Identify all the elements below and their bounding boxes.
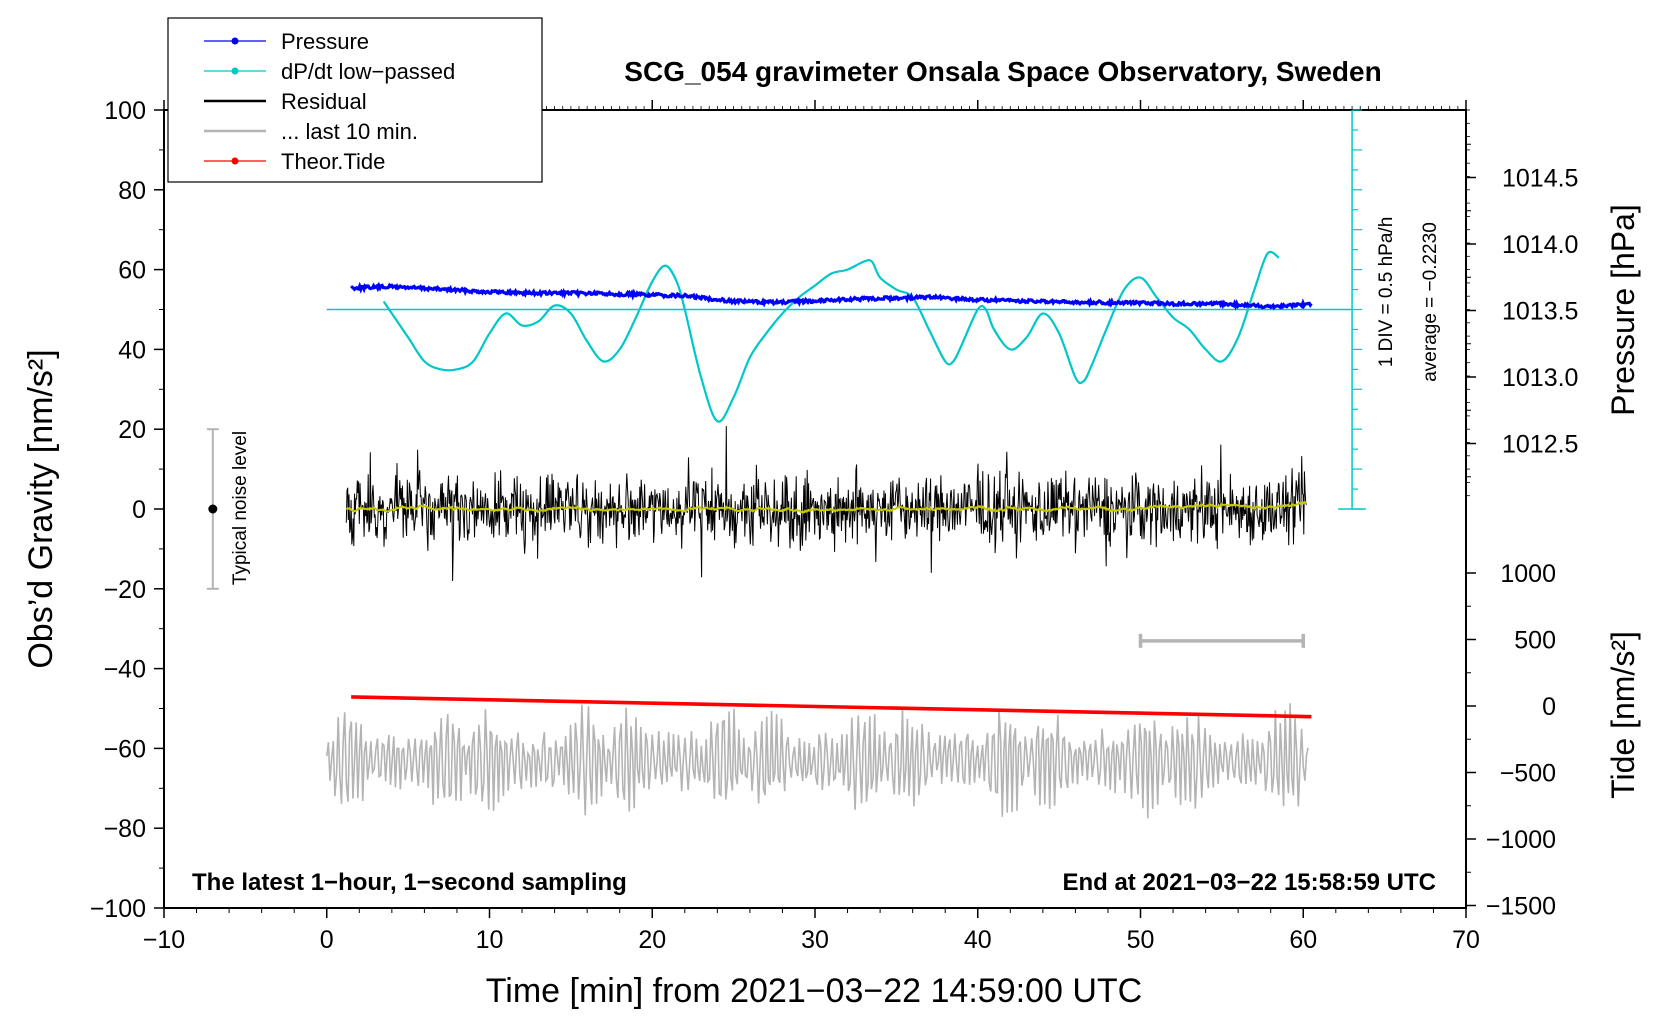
tide-tick-label: −1500 — [1486, 893, 1556, 921]
residual-series-line — [345, 426, 1307, 582]
y-tick-label: −100 — [90, 895, 146, 923]
y-tick-label: 40 — [118, 336, 146, 364]
dpdt-series-line — [382, 250, 1280, 423]
tide-tick-label: 500 — [1514, 627, 1556, 655]
y-tick-label: 20 — [118, 416, 146, 444]
tide-series-line — [351, 695, 1312, 719]
legend: Pressure dP/dt low−passed Residual ... last… — [167, 17, 543, 183]
x-tick-label: 20 — [638, 926, 666, 954]
x-tick-label: 70 — [1452, 926, 1480, 954]
pressure-tick-label: 1013.0 — [1502, 364, 1578, 392]
x-axis-label: Time [min] from 2021−03−22 14:59:00 UTC — [486, 972, 1142, 1010]
y-axis-label-pressure: Pressure [hPa] — [1605, 204, 1641, 416]
tide-tick-label: −500 — [1500, 760, 1556, 788]
y-tick-label: 0 — [132, 496, 146, 524]
pressure-tick-label: 1014.5 — [1502, 165, 1578, 193]
pressure-tick-label: 1014.0 — [1502, 231, 1578, 259]
axes-group: −10 0 10 20 30 40 50 60 70100806040200−20−40−60−… — [90, 97, 1579, 954]
legend-label-2: Residual — [281, 89, 367, 114]
y-axis-label-gravity: Obs’d Gravity [nm/s²] — [22, 349, 60, 668]
x-tick-label: 30 — [801, 926, 829, 954]
pressure-tick-label: 1013.5 — [1502, 298, 1578, 326]
pressure-scale-div-label: 1 DIV = 0.5 hPa/h — [1376, 217, 1397, 368]
noise-level-label: Typical noise level — [230, 431, 251, 585]
y-tick-label: −40 — [104, 656, 146, 684]
legend-label-4: Theor.Tide — [281, 149, 385, 174]
tide-tick-label: 1000 — [1500, 560, 1556, 588]
x-tick-label: 0 — [320, 926, 334, 954]
pressure-scale-average-label: average = −0.2230 — [1420, 222, 1441, 382]
y-tick-label: −60 — [104, 735, 146, 763]
y-tick-label: 60 — [118, 257, 146, 285]
y-tick-label: 80 — [118, 177, 146, 205]
pressure-series-line — [350, 281, 1313, 311]
x-tick-label: 60 — [1289, 926, 1317, 954]
tide-tick-label: −1000 — [1486, 826, 1556, 854]
x-tick-label: 50 — [1127, 926, 1155, 954]
x-tick-label: 10 — [476, 926, 504, 954]
series-group — [206, 109, 1367, 819]
y-tick-label: −80 — [104, 815, 146, 843]
legend-marker-1 — [231, 67, 239, 75]
footer-left-text: The latest 1−hour, 1−second sampling — [192, 869, 627, 896]
legend-label-3: ... last 10 min. — [281, 119, 418, 144]
footer-right-text: End at 2021−03−22 15:58:59 UTC — [1062, 869, 1436, 896]
legend-marker-4 — [231, 157, 239, 165]
noise-bar-center-dot — [208, 504, 218, 514]
residual-lowpass-line — [345, 501, 1307, 514]
x-tick-label: −10 — [143, 926, 185, 954]
tide-tick-label: 0 — [1542, 693, 1556, 721]
y-axis-label-tide: Tide [nm/s²] — [1605, 631, 1641, 799]
pressure-tick-label: 1012.5 — [1502, 431, 1578, 459]
y-tick-label: 100 — [104, 97, 146, 125]
last-10-min-series-line — [326, 703, 1309, 819]
legend-label-1: dP/dt low−passed — [281, 59, 455, 84]
chart-title: SCG_054 gravimeter Onsala Space Observat… — [624, 56, 1381, 87]
x-tick-label: 40 — [964, 926, 992, 954]
y-tick-label: −20 — [104, 576, 146, 604]
legend-label-0: Pressure — [281, 29, 369, 54]
legend-marker-0 — [231, 37, 239, 45]
